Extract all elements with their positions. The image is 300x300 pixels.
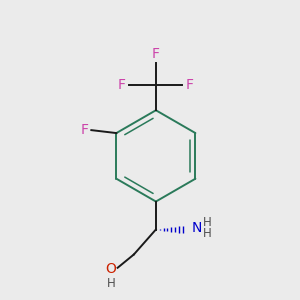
- Text: F: F: [118, 78, 126, 92]
- Text: N: N: [192, 221, 202, 235]
- Text: H: H: [203, 227, 212, 240]
- Text: H: H: [203, 216, 212, 229]
- Text: H: H: [107, 277, 116, 290]
- Text: O: O: [105, 262, 116, 276]
- Text: F: F: [152, 47, 160, 61]
- Text: F: F: [186, 78, 194, 92]
- Text: F: F: [80, 123, 88, 137]
